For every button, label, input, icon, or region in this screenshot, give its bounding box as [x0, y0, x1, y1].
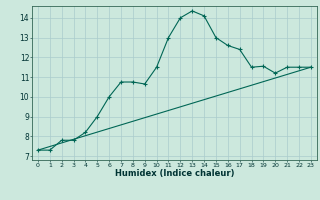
- X-axis label: Humidex (Indice chaleur): Humidex (Indice chaleur): [115, 169, 234, 178]
